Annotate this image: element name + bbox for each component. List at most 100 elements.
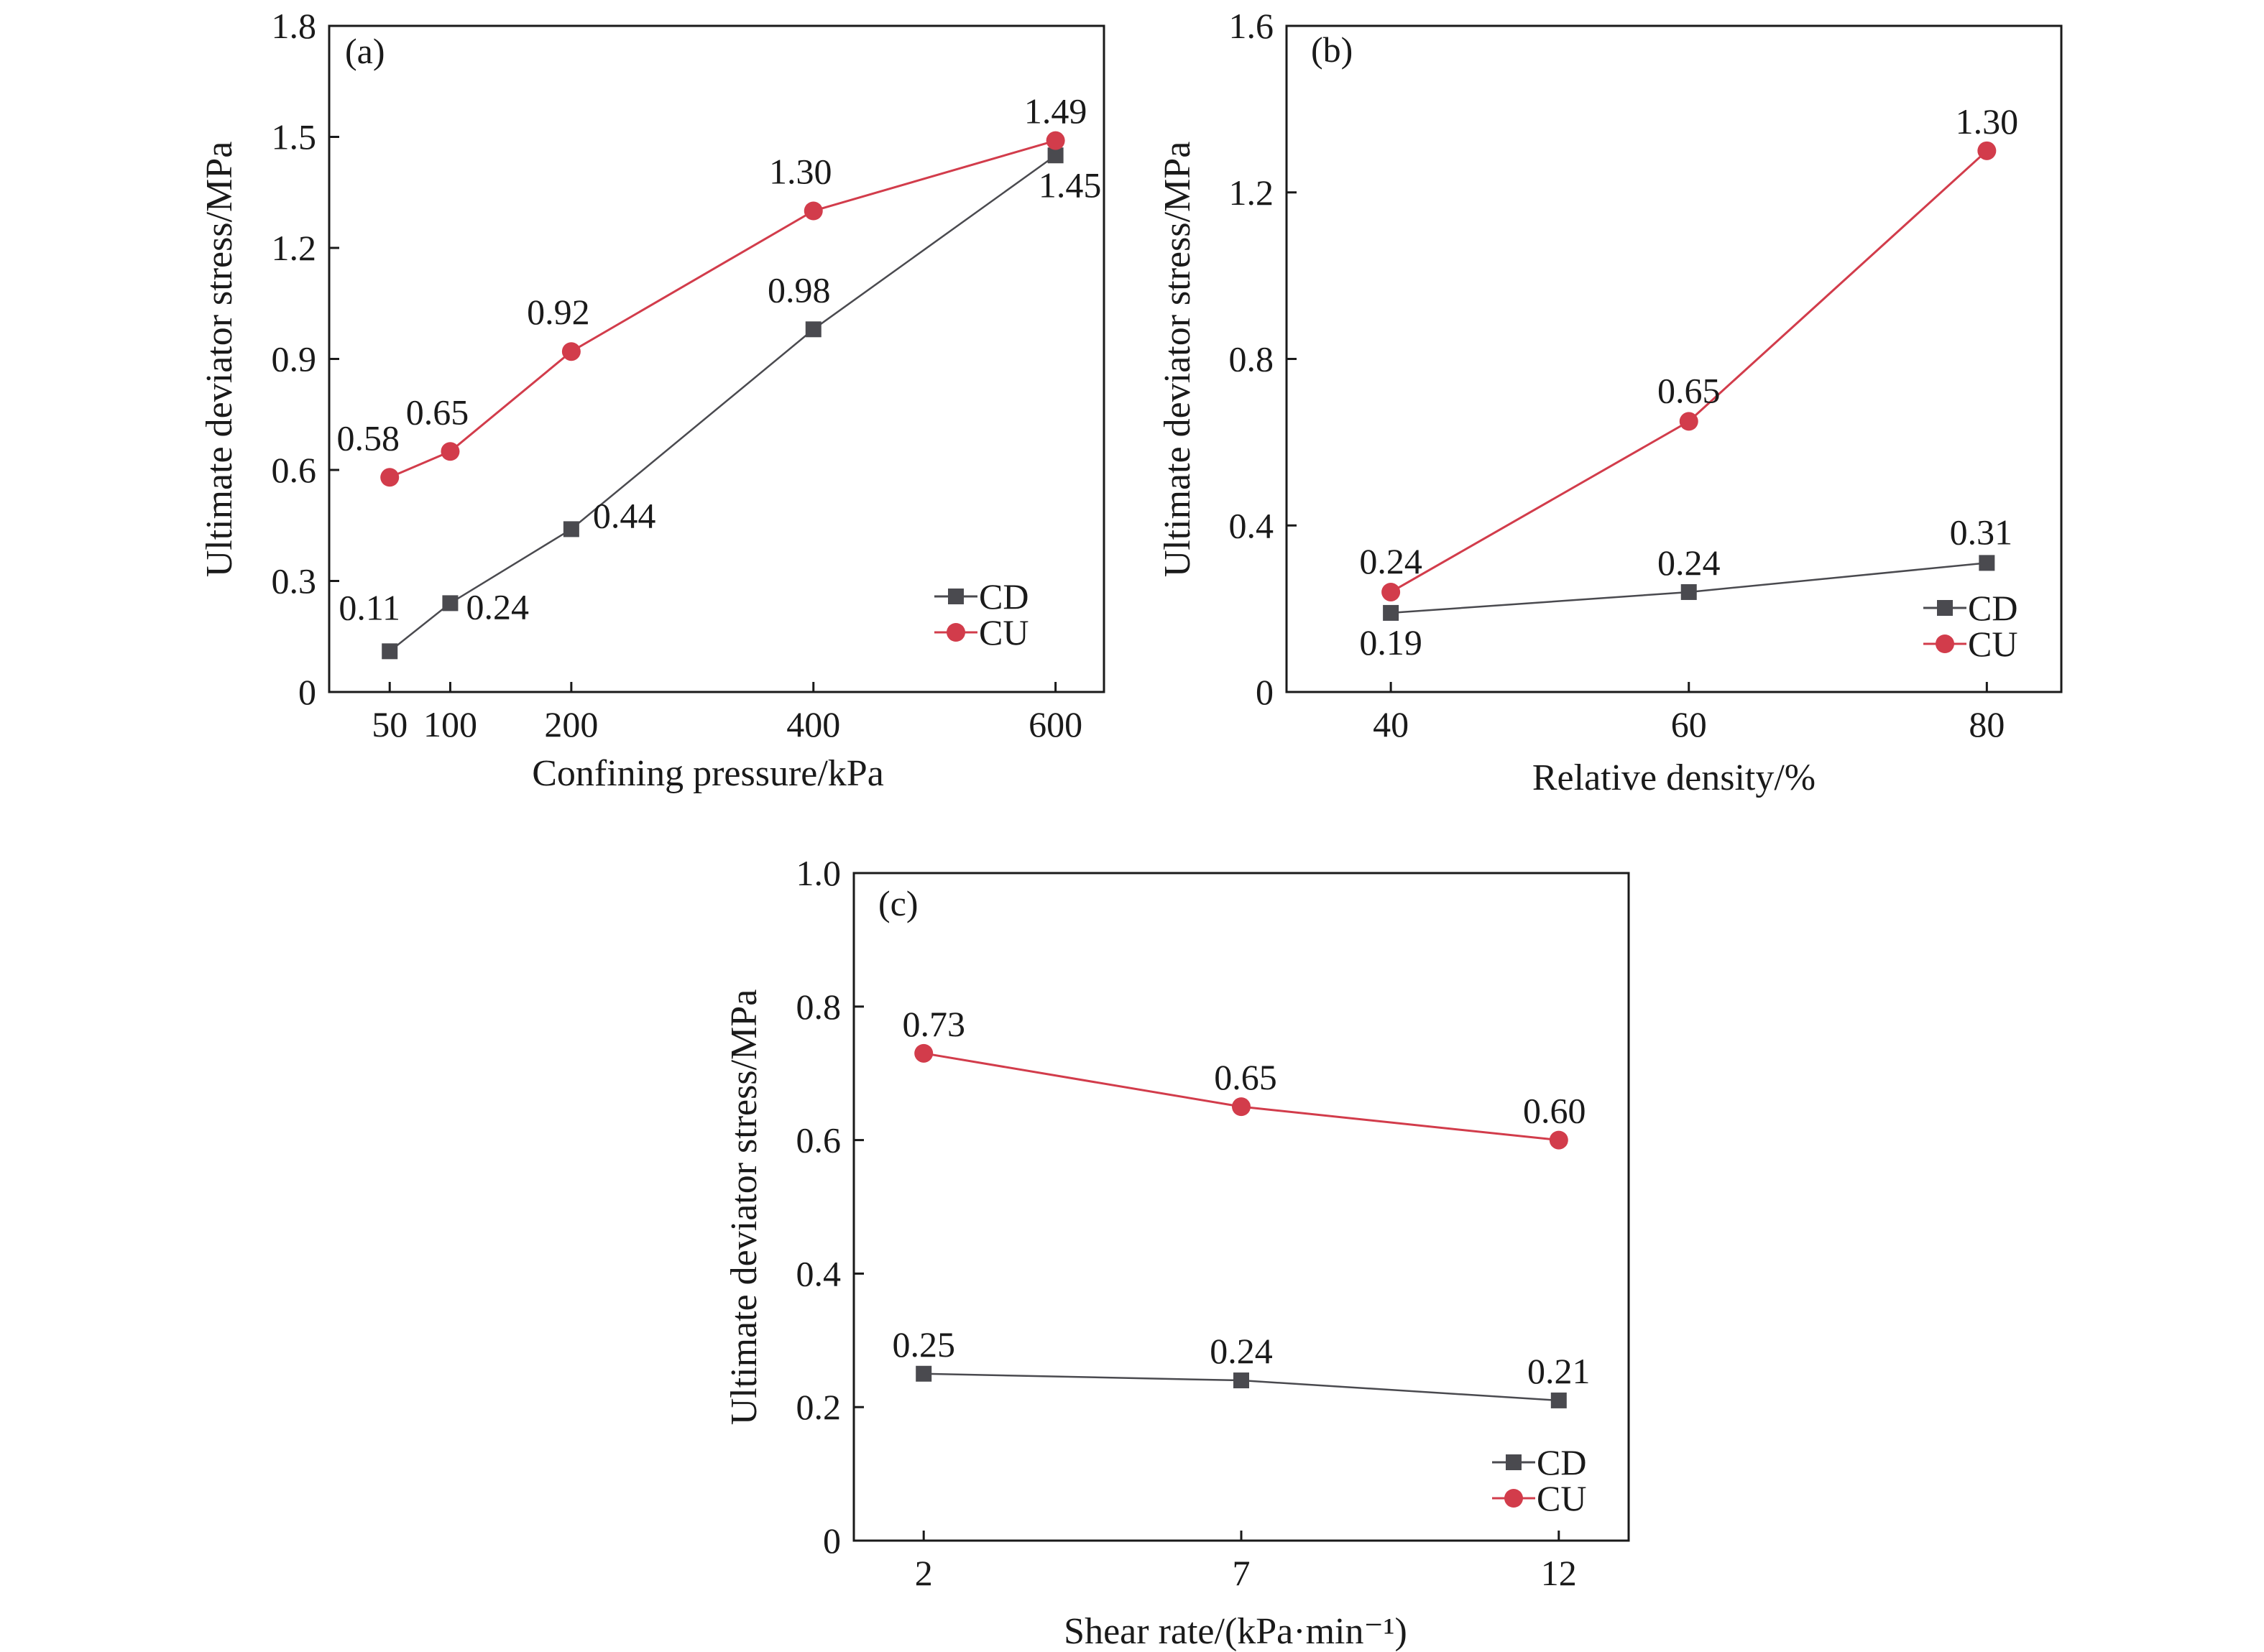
panel-a-y-tick-label: 1.5 <box>272 117 317 157</box>
panel-c-cd-data-label: 0.21 <box>1527 1351 1591 1391</box>
panel-b-cd-data-label: 0.24 <box>1657 543 1721 583</box>
panel-c-cd-point <box>916 1365 932 1382</box>
panel-b-cu-data-label: 0.65 <box>1657 370 1721 410</box>
panel-c-y-tick-label: 0.6 <box>796 1120 842 1160</box>
panel-c-x-tick-label: 12 <box>1541 1553 1577 1593</box>
panel-a-cd-line <box>389 154 1057 652</box>
panel-b-cd-data-label: 0.31 <box>1950 512 2013 552</box>
panel-c-cu-point <box>1232 1097 1251 1117</box>
panel-a-cu-line <box>389 139 1057 479</box>
panel-a-cu-data-label: 1.49 <box>1024 91 1087 131</box>
panel-b-cd-point <box>1383 604 1399 621</box>
panel-b-y-tick-label: 0.4 <box>1229 505 1274 545</box>
panel-a-legend-cu-label: CU <box>979 612 1029 652</box>
panel-a-cd-data-label: 0.24 <box>466 586 529 627</box>
panel-a-cd-point <box>1047 147 1064 164</box>
panel-a-label: (a) <box>345 31 385 71</box>
panel-a-y-tick-label: 0.3 <box>272 561 317 601</box>
panel-b-cu-data-label: 1.30 <box>1956 101 2019 142</box>
panel-b-y-tick-label: 0.8 <box>1229 339 1274 379</box>
panel-a-y-tick-label: 1.2 <box>272 228 317 268</box>
panel-b-y-axis-title: Ultimate deviator stress/MPa <box>1157 142 1198 578</box>
panel-a-y-tick-label: 1.8 <box>272 6 317 46</box>
panel-b-cd-point <box>1680 583 1697 600</box>
panel-a-cd-point <box>382 643 398 660</box>
panel-a-cd-point <box>563 521 579 537</box>
panel-a-x-tick-label: 600 <box>1029 704 1082 744</box>
panel-a-cu-data-label: 0.92 <box>527 292 590 332</box>
panel-c-ticks: 0 0.2 0.4 0.6 0.8 1.0 2 7 12 <box>796 853 1577 1593</box>
panel-c-cd-point <box>1233 1372 1249 1389</box>
panel-a-cd-data-label: 0.98 <box>768 269 831 310</box>
panel-a-x-tick-label: 100 <box>423 704 477 744</box>
panel-c-cd-data-label: 0.25 <box>892 1324 955 1365</box>
panel-c-x-axis-title: Shear rate/(kPa·min⁻¹) <box>1064 1611 1407 1652</box>
panel-a-cu-point <box>561 342 581 361</box>
panel-c-legend-cd-marker <box>1506 1454 1522 1470</box>
panel-b-series: 0.19 0.24 0.31 0.24 0.65 1.30 <box>1359 101 2018 663</box>
panel-a-chart: (a) Confining pressure/kPa Ultimate devi… <box>199 6 1105 794</box>
panel-c-label: (c) <box>878 883 919 923</box>
panel-a-cd-data-label: 0.11 <box>339 587 400 627</box>
panel-a-cu-point <box>804 201 823 221</box>
panel-c-x-tick-label: 2 <box>915 1553 933 1593</box>
panel-b-x-tick-label: 60 <box>1671 704 1707 744</box>
panel-a-cu-data-label: 1.30 <box>769 152 832 192</box>
panel-c-y-tick-label: 0.2 <box>796 1387 842 1427</box>
panel-a-cu-point <box>1046 131 1065 150</box>
panel-a-cu-data-label: 0.58 <box>336 417 400 458</box>
panel-c-cd-point <box>1550 1392 1567 1408</box>
panel-b-y-tick-label: 1.6 <box>1229 6 1274 46</box>
panel-a-cu-point <box>441 442 460 461</box>
panel-a-y-axis-title: Ultimate deviator stress/MPa <box>199 142 240 578</box>
panel-a-y-tick-label: 0.9 <box>272 339 317 379</box>
panel-b-cu-point <box>1381 582 1401 601</box>
panel-a-x-axis-title: Confining pressure/kPa <box>532 753 884 794</box>
panel-c-cu-data-label: 0.60 <box>1523 1091 1586 1131</box>
panel-b-x-tick-label: 40 <box>1373 704 1409 744</box>
panel-a-x-tick-label: 200 <box>544 704 598 744</box>
panel-a-legend-cu-marker <box>947 623 965 642</box>
panel-c-y-axis-title: Ultimate deviator stress/MPa <box>724 989 765 1426</box>
panel-b-frame <box>1285 24 2063 693</box>
panel-a-ticks: 0 0.3 0.6 0.9 1.2 1.5 1.8 50 100 200 400 600 <box>272 6 1083 744</box>
panel-b-y-tick-label: 1.2 <box>1229 172 1274 213</box>
panel-b-legend-cd-label: CD <box>1968 588 2017 628</box>
panel-c-x-tick-label: 7 <box>1233 1553 1251 1593</box>
panel-c-frame <box>852 872 1630 1542</box>
panel-b-cd-point <box>1979 555 1995 571</box>
panel-c-cu-data-label: 0.65 <box>1214 1057 1277 1097</box>
panel-b-x-axis-title: Relative density/% <box>1532 757 1816 798</box>
panel-b-legend-cd-marker <box>1937 600 1953 616</box>
panel-c-cd-data-label: 0.24 <box>1210 1331 1273 1371</box>
panel-b-chart: (b) Relative density/% Ultimate deviator… <box>1157 6 2063 798</box>
panel-b-cd-data-label: 0.19 <box>1359 622 1422 663</box>
panel-c-y-tick-label: 1.0 <box>796 853 842 893</box>
panel-c-cu-data-label: 0.73 <box>902 1004 965 1044</box>
panel-a-legend-cd-label: CD <box>979 576 1029 617</box>
panel-a-cd-data-label: 1.45 <box>1039 165 1102 205</box>
panel-a-series: 0.11 0.24 0.44 0.98 1.45 0.580.65 0.92 1.30 1.49 <box>336 91 1101 660</box>
panel-c-legend-cd-label: CD <box>1537 1442 1586 1482</box>
panel-b-cu-point <box>1977 141 1997 160</box>
panel-b-y-tick-label: 0 <box>1256 672 1274 712</box>
panel-c-legend-cu-label: CU <box>1537 1478 1586 1518</box>
panel-a-cd-point <box>442 595 459 612</box>
panel-b-legend-cu-label: CU <box>1968 624 2017 664</box>
panel-a-y-tick-label: 0.6 <box>272 450 317 490</box>
panel-b-x-tick-label: 80 <box>1969 704 2005 744</box>
panel-c-y-tick-label: 0 <box>823 1521 841 1561</box>
panel-c-y-tick-label: 0.4 <box>796 1253 842 1293</box>
panel-a-cd-data-label: 0.44 <box>593 495 656 535</box>
panel-a-cu-point <box>380 468 400 487</box>
panel-c-legend-cu-marker <box>1504 1489 1523 1508</box>
panel-a-legend-cd-marker <box>948 589 964 604</box>
panel-a-cd-point <box>805 321 822 338</box>
panel-b-ticks: 0 0.4 0.8 1.2 1.6 40 60 80 <box>1229 6 2005 744</box>
panel-a-y-tick-label: 0 <box>298 672 316 712</box>
panel-b-legend-cu-marker <box>1936 635 1954 653</box>
